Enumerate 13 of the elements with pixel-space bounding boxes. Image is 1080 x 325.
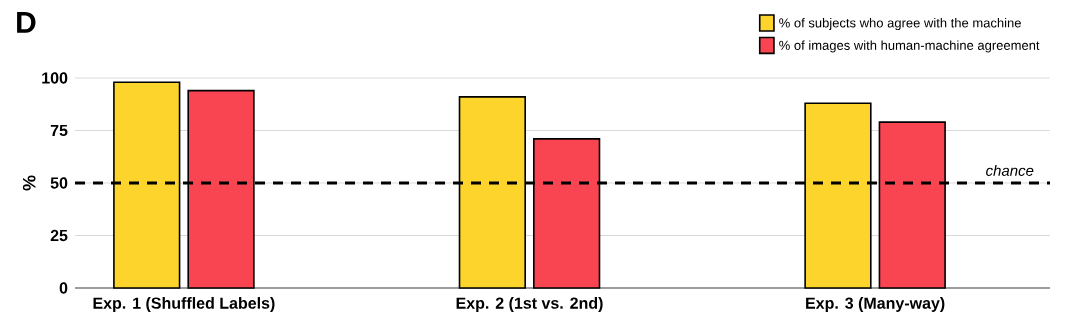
x-tick-label: Exp. 3 (Many-way) [806, 297, 945, 312]
legend-label: % of images with human-machine agreement [779, 40, 1040, 53]
y-tick-label: 50 [50, 177, 68, 189]
y-tick-label: 25 [50, 229, 68, 242]
ref-line-label: chance [986, 164, 1034, 176]
x-tick-label: Exp. 2 (1st vs. 2nd) [456, 297, 603, 312]
x-tick-label: Exp. 1 (Shuffled Labels) [93, 297, 275, 312]
y-tick-label: 100 [42, 72, 68, 84]
y-axis-title: % [22, 175, 36, 191]
y-tick-label: 0 [59, 282, 68, 294]
legend-label: % of subjects who agree with the machine [779, 17, 1021, 31]
y-tick-label: 75 [50, 124, 68, 137]
chart-title: D [17, 12, 36, 33]
